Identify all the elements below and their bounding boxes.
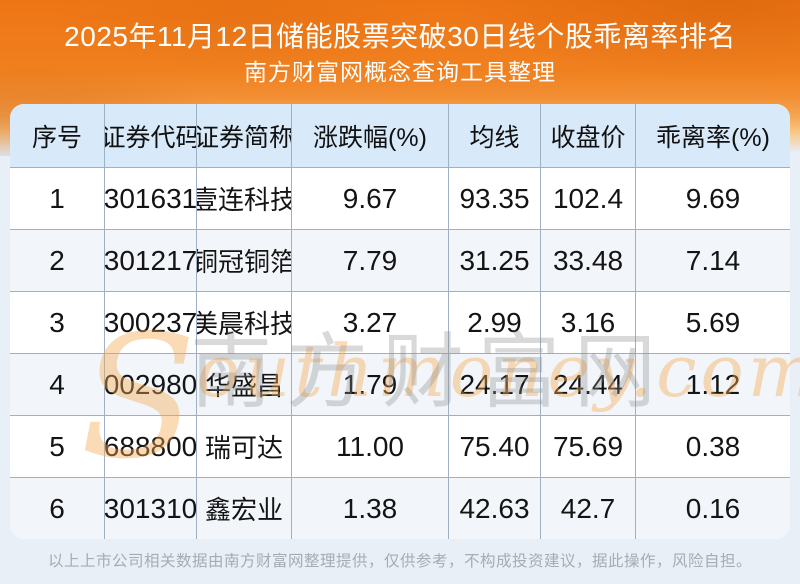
table-cell: 75.69 xyxy=(541,416,636,477)
table-cell: 4 xyxy=(10,354,105,415)
table-cell: 5.69 xyxy=(685,306,741,338)
column-header: 证券代码 xyxy=(105,104,197,167)
table-cell: 42.63 xyxy=(449,478,541,539)
column-header: 序号 xyxy=(10,104,105,167)
table-cell: 壹连科技 xyxy=(197,168,292,229)
table-body: 1 301631 壹连科技 9.67 93.35 102.4 9.69 2 301217 铜冠铜箔… xyxy=(10,167,790,539)
table-cell: 2 xyxy=(10,230,105,291)
table-cell: 华盛昌 xyxy=(197,354,292,415)
table-header-row: 序号 证券代码 证券简称 涨跌幅(%) 均线 收盘价 乖离率(%) xyxy=(10,104,790,167)
table-cell: 1.12 xyxy=(685,368,741,400)
table-cell: 鑫宏业 xyxy=(197,478,292,539)
table-cell: 3.27 xyxy=(292,292,449,353)
table-cell: 11.00 xyxy=(292,416,449,477)
table-cell: 1.79 xyxy=(292,354,449,415)
table-cell: 美晨科技 xyxy=(197,292,292,353)
column-header: 均线 xyxy=(449,104,541,167)
table-cell: 688800 xyxy=(105,416,197,477)
table-cell: 300237 xyxy=(105,292,197,353)
table-row: 2 301217 铜冠铜箔 7.79 31.25 33.48 7.14 xyxy=(10,229,790,291)
banner-titles: 2025年11月12日储能股票突破30日线个股乖离率排名 南方财富网概念查询工具… xyxy=(0,20,800,87)
column-header: 乖离率(%) xyxy=(656,123,770,152)
table-cell: 002980 xyxy=(105,354,197,415)
table-cell: 301310 xyxy=(105,478,197,539)
column-header: 涨跌幅(%) xyxy=(292,104,449,167)
table-cell: 0.16 xyxy=(685,492,741,524)
table-cell: 93.35 xyxy=(449,168,541,229)
table-row: 1 301631 壹连科技 9.67 93.35 102.4 9.69 xyxy=(10,167,790,229)
table-row: 3 300237 美晨科技 3.27 2.99 3.16 5.69 xyxy=(10,291,790,353)
page-subtitle: 南方财富网概念查询工具整理 xyxy=(244,59,556,85)
column-header: 收盘价 xyxy=(541,104,636,167)
table-cell: 9.67 xyxy=(292,168,449,229)
table-cell: 2.99 xyxy=(449,292,541,353)
table-row: 4 002980 华盛昌 1.79 24.17 24.44 1.12 xyxy=(10,353,790,415)
disclaimer-text: 以上上市公司相关数据由南方财富网整理提供，仅供参考，不构成投资建议，据此操作，风… xyxy=(47,553,752,570)
table-cell: 75.40 xyxy=(449,416,541,477)
table-cell: 31.25 xyxy=(449,230,541,291)
page-title: 2025年11月12日储能股票突破30日线个股乖离率排名 xyxy=(64,21,736,52)
table-cell: 0.38 xyxy=(685,430,741,462)
table-cell: 1.38 xyxy=(292,478,449,539)
table-cell: 33.48 xyxy=(541,230,636,291)
table-cell: 5 xyxy=(10,416,105,477)
table-row: 6 301310 鑫宏业 1.38 42.63 42.7 0.16 xyxy=(10,477,790,539)
table-cell: 1 xyxy=(10,168,105,229)
table-cell: 9.69 xyxy=(685,182,741,214)
table-cell: 3.16 xyxy=(541,292,636,353)
table-cell: 42.7 xyxy=(541,478,636,539)
column-header: 证券简称 xyxy=(197,104,292,167)
table-cell: 3 xyxy=(10,292,105,353)
stock-table: 序号 证券代码 证券简称 涨跌幅(%) 均线 收盘价 乖离率(%) 1 301631 壹连科技 9… xyxy=(10,104,790,539)
table-cell: 铜冠铜箔 xyxy=(197,230,292,291)
table-cell: 102.4 xyxy=(541,168,636,229)
table-cell: 301217 xyxy=(105,230,197,291)
table-cell: 瑞可达 xyxy=(197,416,292,477)
table-cell: 24.44 xyxy=(541,354,636,415)
table-cell: 7.79 xyxy=(292,230,449,291)
table-cell: 6 xyxy=(10,478,105,539)
table-cell: 7.14 xyxy=(685,244,741,276)
table-cell: 301631 xyxy=(105,168,197,229)
table-cell: 24.17 xyxy=(449,354,541,415)
table-row: 5 688800 瑞可达 11.00 75.40 75.69 0.38 xyxy=(10,415,790,477)
